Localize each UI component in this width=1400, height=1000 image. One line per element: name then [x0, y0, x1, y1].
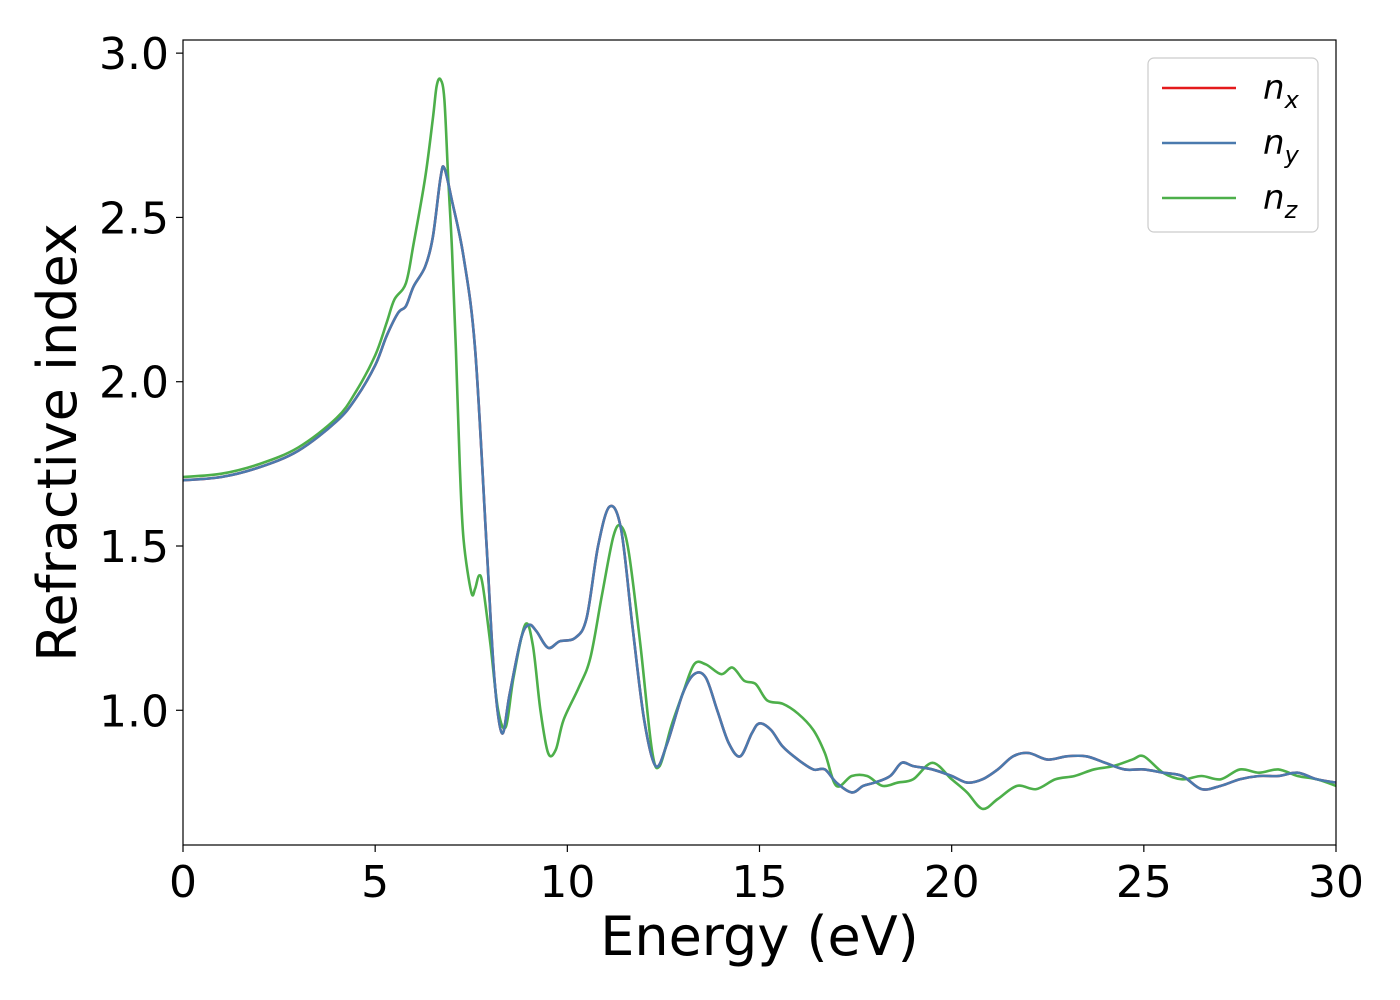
legend-label: ny — [1263, 123, 1300, 169]
series-line-ny — [183, 165, 1336, 794]
x-tick-label: 10 — [539, 857, 595, 908]
x-tick-label: 15 — [732, 857, 788, 908]
y-tick-label: 2.0 — [99, 358, 169, 409]
y-axis-label: Refractive index — [26, 223, 89, 662]
legend-label: nx — [1263, 68, 1300, 114]
series-line-nz — [183, 77, 1336, 811]
x-tick-label: 25 — [1116, 857, 1172, 908]
legend-label: nz — [1263, 178, 1299, 224]
legend: nx ny nz — [1147, 57, 1319, 233]
y-tick-label: 3.0 — [99, 29, 169, 80]
y-tick-label: 1.0 — [99, 686, 169, 737]
legend-box — [1147, 57, 1319, 233]
x-axis-ticks: 0 5 10 15 20 25 30 — [169, 845, 1364, 908]
y-axis-ticks: 1.0 1.5 2.0 2.5 3.0 — [99, 29, 183, 737]
series-line-nx — [183, 165, 1336, 794]
x-tick-label: 5 — [361, 857, 389, 908]
x-tick-label: 20 — [924, 857, 980, 908]
x-tick-label: 30 — [1308, 857, 1364, 908]
x-tick-label: 0 — [169, 857, 197, 908]
y-tick-label: 1.5 — [99, 522, 169, 573]
y-tick-label: 2.5 — [99, 193, 169, 244]
x-axis-label: Energy (eV) — [600, 905, 919, 968]
